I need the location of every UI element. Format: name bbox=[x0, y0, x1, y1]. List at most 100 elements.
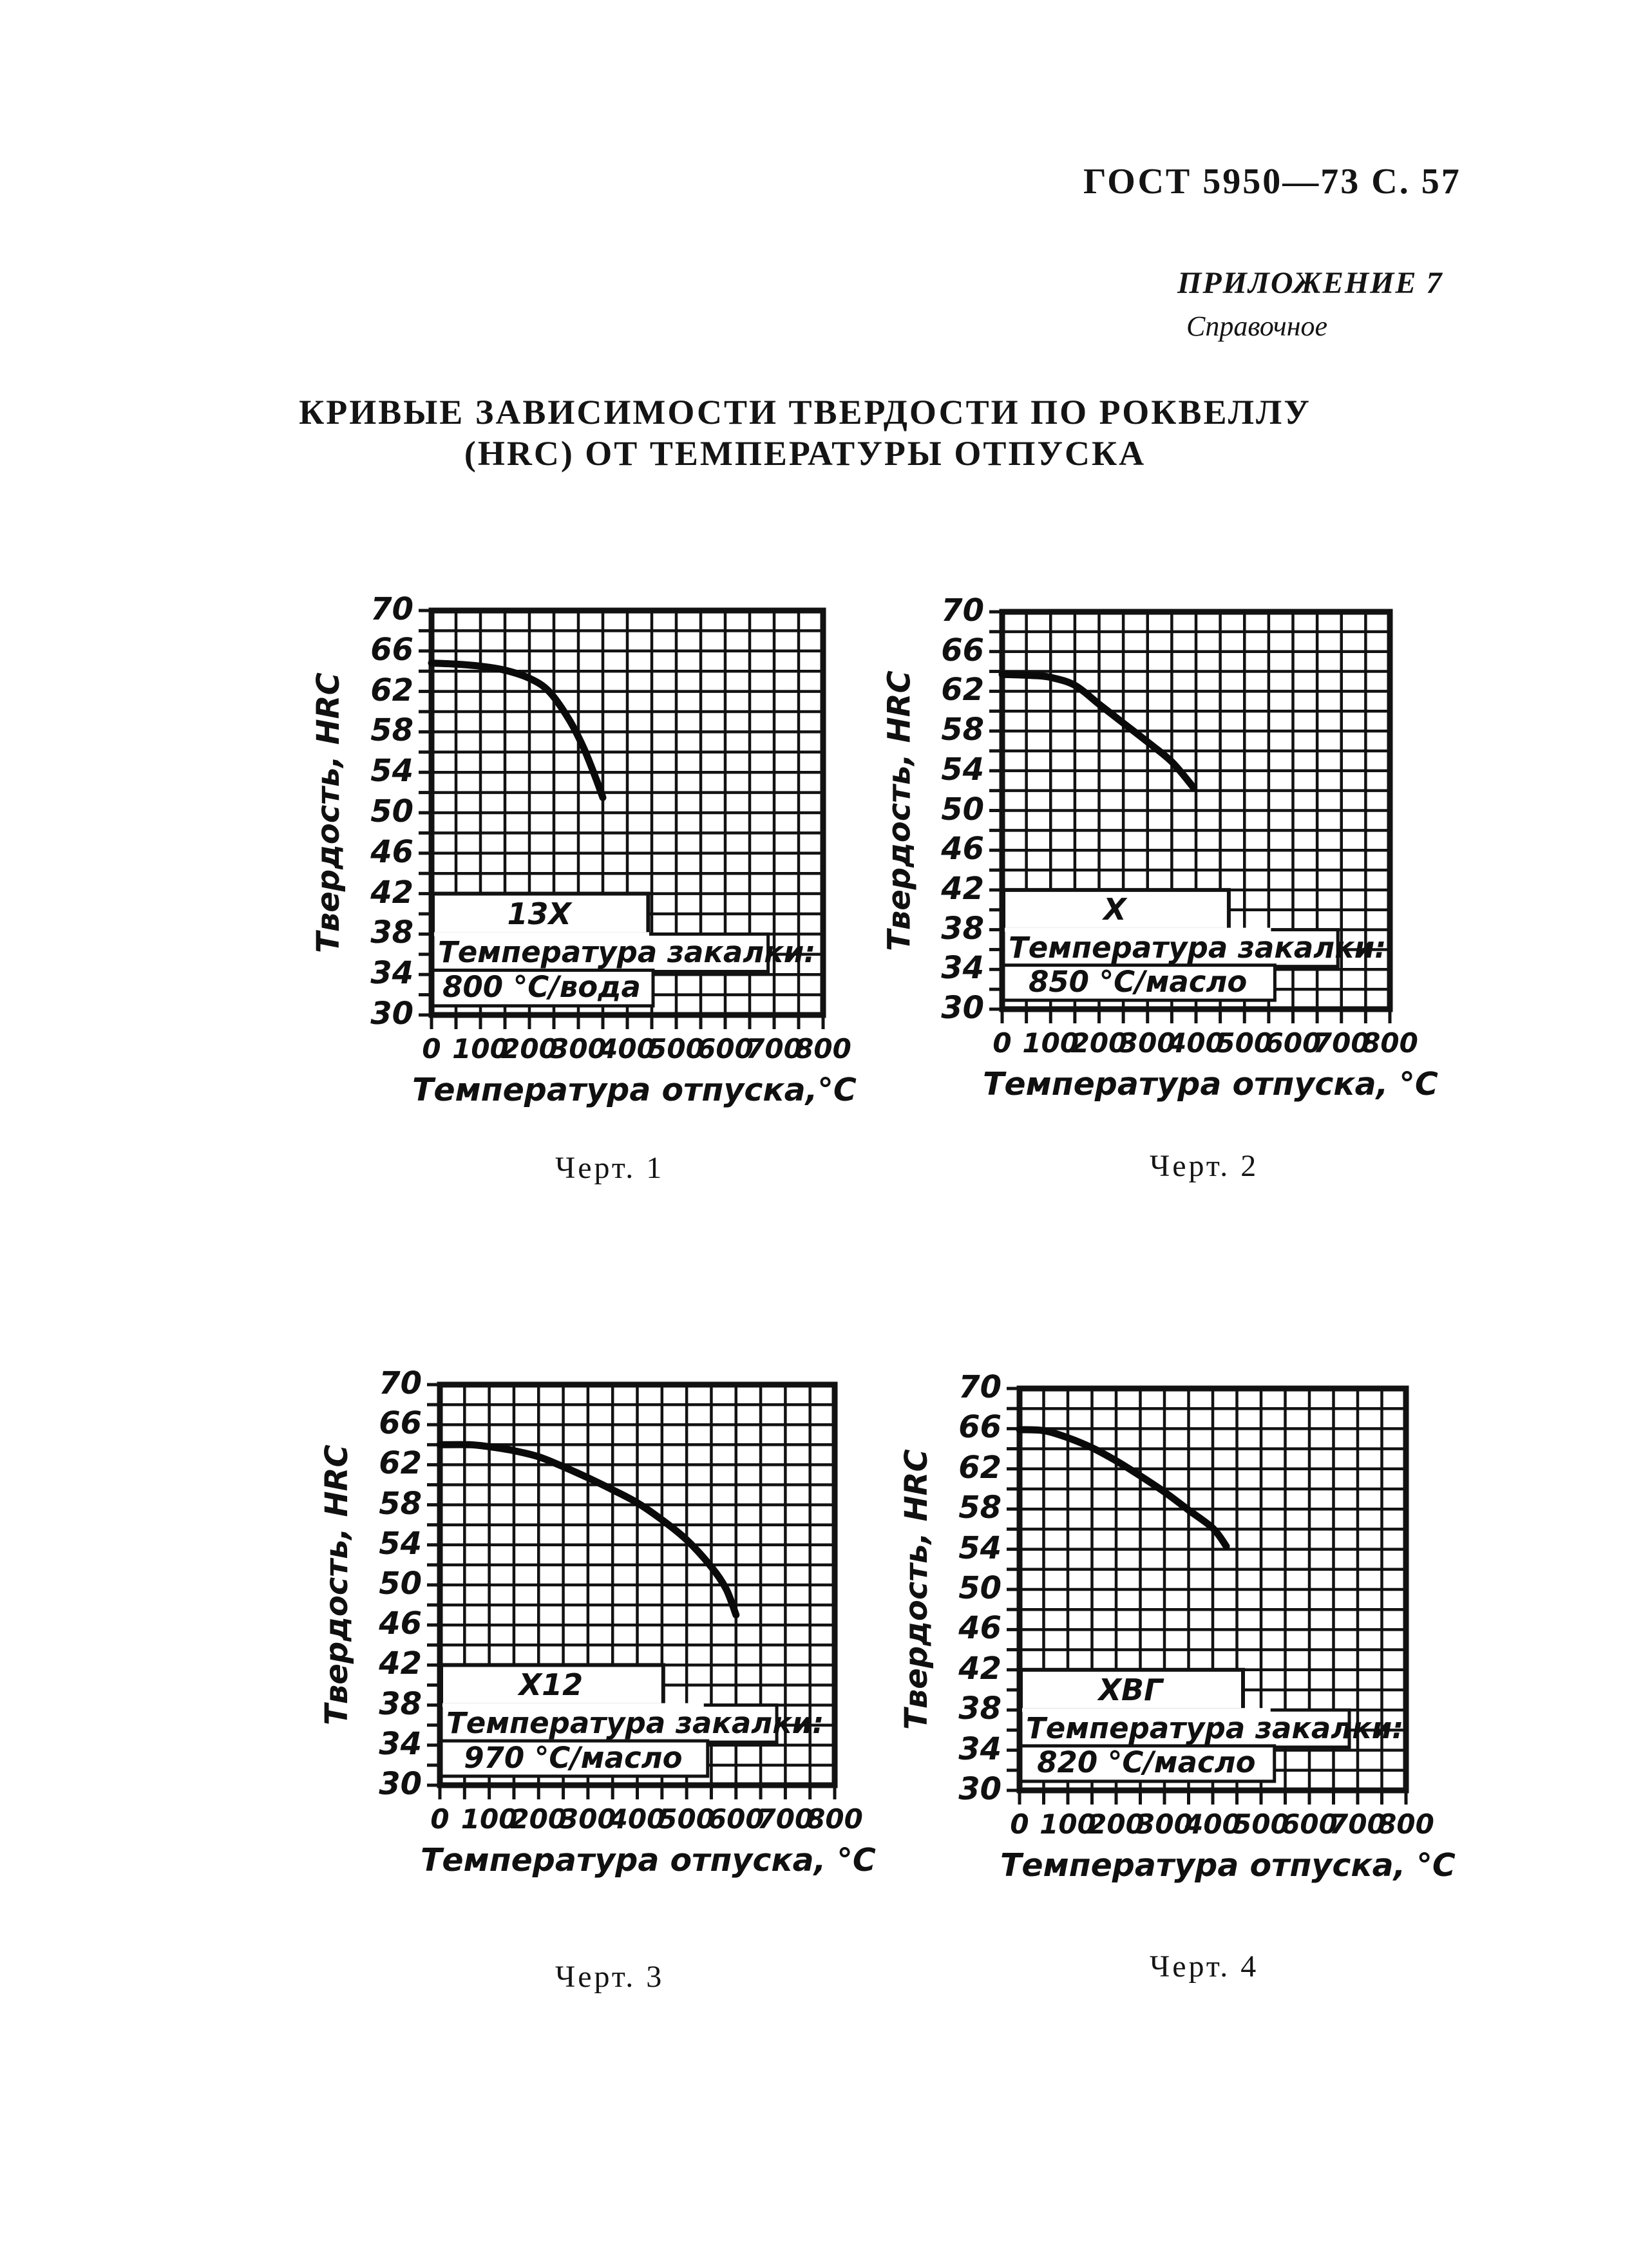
x-tick-label: 600 bbox=[1264, 1027, 1322, 1059]
y-tick-label: 54 bbox=[370, 753, 413, 790]
x-tick-label: 200 bbox=[501, 1033, 558, 1065]
plot-grid bbox=[989, 609, 1393, 1023]
y-tick-label: 30 bbox=[370, 996, 413, 1032]
annex-title: ПРИЛОЖЕНИЕ 7 bbox=[1177, 266, 1443, 300]
x-tick-label: 200 bbox=[510, 1803, 567, 1835]
steel-grade-box bbox=[439, 1663, 665, 1707]
y-tick-label: 58 bbox=[958, 1490, 1002, 1526]
quench-note-box-lower bbox=[439, 1739, 710, 1778]
y-tick-label: 46 bbox=[379, 1606, 422, 1642]
y-axis-title: Твердость, HRC bbox=[310, 672, 347, 953]
figure-caption: Черт. 4 bbox=[1150, 1949, 1259, 1984]
y-tick-label: 70 bbox=[941, 592, 984, 629]
y-tick-label: 34 bbox=[370, 955, 413, 992]
x-tick-label: 600 bbox=[697, 1033, 754, 1065]
y-tick-label: 50 bbox=[379, 1566, 422, 1602]
y-tick-label: 62 bbox=[958, 1449, 1002, 1486]
plot-border bbox=[999, 609, 1393, 1012]
annex-block: ПРИЛОЖЕНИЕ 7 Справочное bbox=[1177, 265, 1443, 343]
y-tick-label: 34 bbox=[941, 950, 984, 987]
plot-border bbox=[437, 1381, 838, 1788]
plot-border bbox=[1016, 1385, 1409, 1794]
y-tick-label: 30 bbox=[958, 1771, 1002, 1807]
quench-note-box-upper bbox=[431, 932, 770, 973]
plot-border bbox=[428, 607, 826, 1018]
y-tick-label: 50 bbox=[941, 791, 984, 828]
x-tick-label: 400 bbox=[599, 1033, 656, 1065]
x-tick-label: 0 bbox=[992, 1027, 1012, 1059]
steel-grade-box bbox=[1019, 1667, 1245, 1712]
y-tick-label: 42 bbox=[958, 1650, 1002, 1687]
y-tick-label: 50 bbox=[958, 1570, 1002, 1606]
steel-grade-label: Х12 bbox=[518, 1667, 584, 1703]
plot-grid bbox=[419, 607, 826, 1029]
quench-note-line1: Температура закалки: bbox=[1026, 1711, 1404, 1746]
x-tick-label: 700 bbox=[746, 1033, 802, 1065]
y-tick-label: 62 bbox=[370, 672, 413, 708]
y-tick-label: 46 bbox=[370, 833, 413, 870]
y-tick-label: 58 bbox=[941, 712, 984, 748]
figure-caption: Черт. 2 bbox=[1150, 1149, 1259, 1183]
quench-note-line2: 970 °С/масло bbox=[464, 1740, 683, 1775]
quench-note-box-lower bbox=[431, 968, 655, 1008]
y-axis-title: Твердость, HRC bbox=[898, 1449, 935, 1730]
x-tick-label: 0 bbox=[430, 1803, 450, 1835]
quench-note-line2: 820 °С/масло bbox=[1037, 1745, 1256, 1780]
x-tick-label: 500 bbox=[648, 1033, 705, 1065]
quench-note-line1: Температура закалки: bbox=[1009, 931, 1387, 965]
y-tick-label: 54 bbox=[958, 1530, 1002, 1566]
y-tick-label: 34 bbox=[958, 1730, 1002, 1767]
y-tick-label: 38 bbox=[958, 1691, 1002, 1727]
x-tick-label: 100 bbox=[452, 1033, 509, 1065]
x-tick-label: 500 bbox=[1216, 1027, 1273, 1059]
figure-caption: Черт. 1 bbox=[555, 1151, 665, 1185]
y-tick-label: 58 bbox=[379, 1485, 422, 1522]
y-tick-label: 66 bbox=[941, 632, 984, 668]
x-tick-label: 100 bbox=[1022, 1027, 1079, 1059]
quench-note-box-lower bbox=[1002, 963, 1277, 1002]
y-tick-label: 46 bbox=[958, 1610, 1002, 1647]
x-tick-label: 500 bbox=[658, 1803, 715, 1835]
x-tick-label: 600 bbox=[707, 1803, 764, 1835]
x-tick-label: 700 bbox=[1313, 1027, 1370, 1059]
steel-grade-label: 13Х bbox=[507, 896, 571, 931]
x-tick-label: 300 bbox=[1136, 1808, 1193, 1840]
x-tick-label: 800 bbox=[795, 1033, 851, 1065]
x-tick-label: 700 bbox=[757, 1803, 814, 1835]
x-tick-label: 400 bbox=[609, 1803, 666, 1835]
x-tick-label: 100 bbox=[1040, 1808, 1096, 1840]
steel-grade-label: ХВГ bbox=[1098, 1672, 1163, 1707]
y-tick-label: 42 bbox=[379, 1645, 422, 1682]
quench-note-box-lower bbox=[1019, 1744, 1277, 1783]
figure-2-chart: Твердость, HRC Температура отпуска, °С Х… bbox=[881, 592, 1438, 1103]
quench-note-line2: 800 °С/вода bbox=[442, 970, 641, 1005]
quench-box-join bbox=[442, 1703, 704, 1707]
doc-reference: ГОСТ 5950—73 С. 57 bbox=[1083, 162, 1461, 202]
y-tick-label: 58 bbox=[370, 712, 413, 749]
figure-caption: Черт. 3 bbox=[555, 1960, 665, 1994]
x-tick-label: 200 bbox=[1070, 1027, 1128, 1059]
quench-note-line2: 850 °С/масло bbox=[1029, 964, 1248, 999]
y-tick-label: 38 bbox=[941, 910, 984, 947]
y-tick-label: 50 bbox=[370, 793, 413, 829]
page-title-line1: КРИВЫЕ ЗАВИСИМОСТИ ТВЕРДОСТИ ПО РОКВЕЛЛУ bbox=[299, 393, 1311, 431]
figure-1-chart: Твердость, HRC Температура отпуска,°С 13… bbox=[310, 591, 857, 1108]
y-tick-label: 62 bbox=[379, 1445, 422, 1482]
x-tick-label: 300 bbox=[550, 1033, 607, 1065]
y-tick-label: 70 bbox=[379, 1365, 422, 1401]
plot-grid bbox=[427, 1381, 838, 1799]
x-tick-label: 0 bbox=[1010, 1808, 1029, 1840]
x-tick-label: 800 bbox=[1378, 1808, 1434, 1840]
quench-note-line1: Температура закалки: bbox=[446, 1706, 824, 1741]
page-title: КРИВЫЕ ЗАВИСИМОСТИ ТВЕРДОСТИ ПО РОКВЕЛЛУ… bbox=[258, 392, 1353, 474]
y-tick-label: 62 bbox=[941, 672, 984, 708]
y-tick-label: 46 bbox=[941, 831, 984, 867]
hardness-curve bbox=[1016, 1426, 1230, 1550]
hardness-curve bbox=[998, 670, 1197, 791]
y-axis-title: Твердость, HRC bbox=[881, 670, 917, 951]
y-axis-title: Твердость, HRC bbox=[319, 1445, 355, 1725]
y-tick-label: 66 bbox=[958, 1409, 1002, 1446]
x-tick-label: 500 bbox=[1233, 1808, 1289, 1840]
x-tick-label: 0 bbox=[422, 1033, 441, 1065]
